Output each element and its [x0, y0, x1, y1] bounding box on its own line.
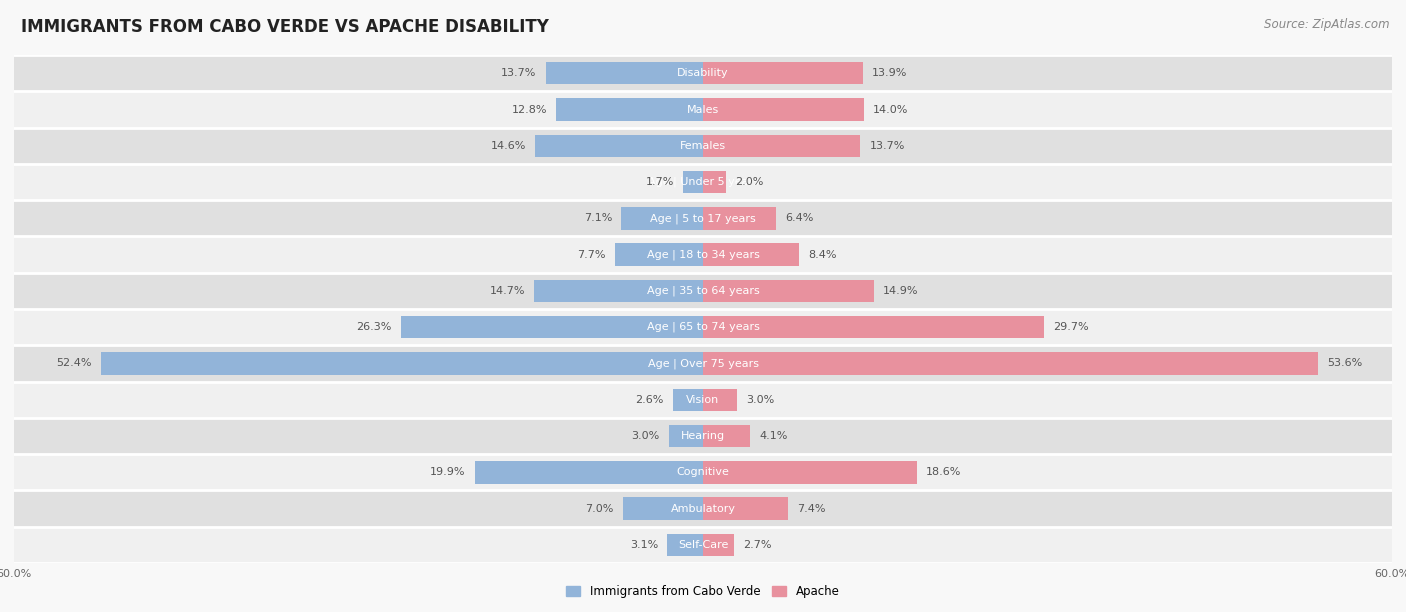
- Bar: [703, 280, 875, 302]
- Bar: [401, 316, 703, 338]
- Text: Age | 5 to 17 years: Age | 5 to 17 years: [650, 213, 756, 223]
- Text: Age | Over 75 years: Age | Over 75 years: [648, 358, 758, 369]
- Bar: [683, 171, 703, 193]
- Bar: [536, 135, 703, 157]
- Bar: [14, 164, 1392, 200]
- Bar: [14, 273, 1392, 309]
- Bar: [703, 534, 734, 556]
- Bar: [14, 490, 1392, 527]
- Bar: [621, 207, 703, 230]
- Text: 7.7%: 7.7%: [576, 250, 606, 259]
- Text: 13.7%: 13.7%: [869, 141, 905, 151]
- Text: 14.9%: 14.9%: [883, 286, 918, 296]
- Text: Males: Males: [688, 105, 718, 114]
- Bar: [14, 55, 1392, 91]
- Bar: [14, 527, 1392, 563]
- Text: 13.9%: 13.9%: [872, 68, 907, 78]
- Bar: [703, 62, 863, 84]
- Bar: [703, 207, 776, 230]
- Legend: Immigrants from Cabo Verde, Apache: Immigrants from Cabo Verde, Apache: [561, 580, 845, 603]
- Text: 53.6%: 53.6%: [1327, 359, 1362, 368]
- Text: 7.4%: 7.4%: [797, 504, 825, 513]
- Text: 52.4%: 52.4%: [56, 359, 93, 368]
- Text: Vision: Vision: [686, 395, 720, 405]
- Bar: [669, 425, 703, 447]
- Bar: [703, 244, 800, 266]
- Text: Source: ZipAtlas.com: Source: ZipAtlas.com: [1264, 18, 1389, 31]
- Text: 3.0%: 3.0%: [631, 431, 659, 441]
- Bar: [703, 498, 787, 520]
- Text: 18.6%: 18.6%: [925, 468, 962, 477]
- Bar: [703, 171, 725, 193]
- Text: 2.0%: 2.0%: [735, 177, 763, 187]
- Text: 14.6%: 14.6%: [491, 141, 526, 151]
- Text: Disability: Disability: [678, 68, 728, 78]
- Text: 14.0%: 14.0%: [873, 105, 908, 114]
- Text: 26.3%: 26.3%: [357, 322, 392, 332]
- Text: Hearing: Hearing: [681, 431, 725, 441]
- Bar: [703, 316, 1045, 338]
- Text: Age | 18 to 34 years: Age | 18 to 34 years: [647, 249, 759, 260]
- Text: Age | 65 to 74 years: Age | 65 to 74 years: [647, 322, 759, 332]
- Bar: [614, 244, 703, 266]
- Text: 14.7%: 14.7%: [489, 286, 524, 296]
- Bar: [14, 309, 1392, 345]
- Bar: [668, 534, 703, 556]
- Bar: [14, 128, 1392, 164]
- Text: 3.1%: 3.1%: [630, 540, 658, 550]
- Text: 12.8%: 12.8%: [512, 105, 547, 114]
- Text: 1.7%: 1.7%: [645, 177, 675, 187]
- Text: 13.7%: 13.7%: [501, 68, 537, 78]
- Bar: [703, 99, 863, 121]
- Text: 3.0%: 3.0%: [747, 395, 775, 405]
- Text: Cognitive: Cognitive: [676, 468, 730, 477]
- Bar: [474, 461, 703, 483]
- Text: 2.7%: 2.7%: [744, 540, 772, 550]
- Bar: [14, 91, 1392, 128]
- Text: 8.4%: 8.4%: [808, 250, 837, 259]
- Text: Self-Care: Self-Care: [678, 540, 728, 550]
- Text: Ambulatory: Ambulatory: [671, 504, 735, 513]
- Text: Age | Under 5 years: Age | Under 5 years: [648, 177, 758, 187]
- Bar: [555, 99, 703, 121]
- Bar: [14, 345, 1392, 382]
- Text: 6.4%: 6.4%: [786, 214, 814, 223]
- Bar: [703, 461, 917, 483]
- Text: 2.6%: 2.6%: [636, 395, 664, 405]
- Bar: [623, 498, 703, 520]
- Bar: [14, 200, 1392, 236]
- Text: Age | 35 to 64 years: Age | 35 to 64 years: [647, 286, 759, 296]
- Bar: [14, 382, 1392, 418]
- Bar: [673, 389, 703, 411]
- Bar: [703, 425, 749, 447]
- Bar: [14, 236, 1392, 273]
- Bar: [101, 353, 703, 375]
- Bar: [14, 418, 1392, 454]
- Text: 7.1%: 7.1%: [583, 214, 612, 223]
- Text: 7.0%: 7.0%: [585, 504, 613, 513]
- Text: IMMIGRANTS FROM CABO VERDE VS APACHE DISABILITY: IMMIGRANTS FROM CABO VERDE VS APACHE DIS…: [21, 18, 548, 36]
- Bar: [14, 454, 1392, 490]
- Bar: [534, 280, 703, 302]
- Bar: [703, 389, 738, 411]
- Text: 29.7%: 29.7%: [1053, 322, 1088, 332]
- Text: 4.1%: 4.1%: [759, 431, 787, 441]
- Bar: [546, 62, 703, 84]
- Text: 19.9%: 19.9%: [430, 468, 465, 477]
- Text: Females: Females: [681, 141, 725, 151]
- Bar: [703, 135, 860, 157]
- Bar: [703, 353, 1319, 375]
